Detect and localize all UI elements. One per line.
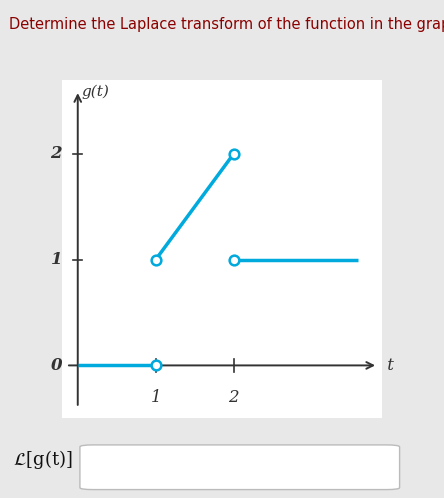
Text: Determine the Laplace transform of the function in the graph below.: Determine the Laplace transform of the f… bbox=[9, 17, 444, 32]
Text: 2: 2 bbox=[228, 388, 239, 406]
Text: 0: 0 bbox=[51, 357, 62, 374]
Text: $\mathcal{L}$[g(t)] =: $\mathcal{L}$[g(t)] = bbox=[13, 448, 94, 471]
FancyBboxPatch shape bbox=[80, 445, 400, 490]
Text: 1: 1 bbox=[151, 388, 161, 406]
Text: 2: 2 bbox=[51, 145, 62, 162]
Text: g(t): g(t) bbox=[82, 85, 110, 100]
Text: t: t bbox=[382, 357, 394, 374]
Text: 1: 1 bbox=[51, 251, 62, 268]
